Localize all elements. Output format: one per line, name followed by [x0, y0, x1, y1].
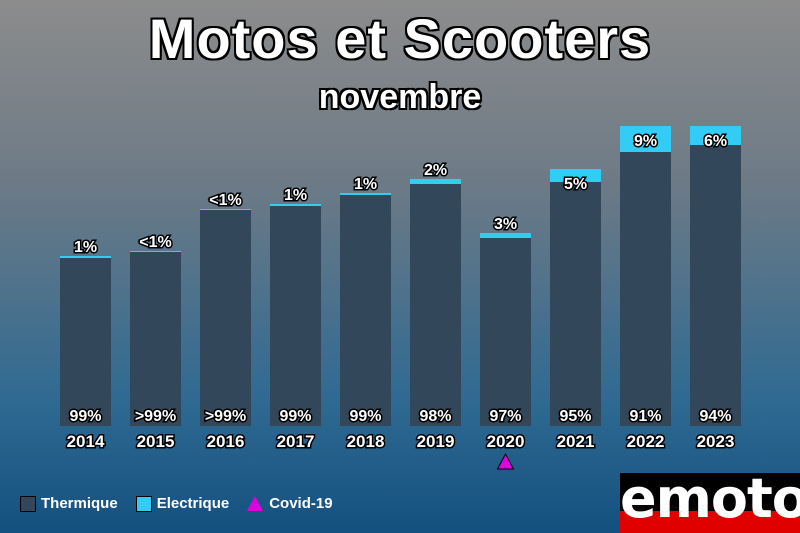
logo-red-band [620, 511, 800, 533]
labels-group: 1% 99% 2014 <1% >99% 2015 <1% >99% 2016 1% 99% 2017… [65, 132, 736, 470]
bar-thermique-2022 [620, 152, 671, 426]
x-tick-label-2020: 2020 [487, 432, 525, 451]
data-label-thermique-2016: >99% [205, 408, 246, 425]
chart-title: Motos et Scooters [148, 7, 652, 70]
bar-electrique-2016 [200, 209, 251, 210]
data-label-thermique-2014: 99% [69, 408, 101, 425]
x-tick-label-2023: 2023 [697, 432, 735, 451]
legend-label-electrique: Electrique [156, 495, 230, 512]
bar-thermique-2018 [340, 195, 391, 426]
data-label-electrique-2020: 3% [494, 216, 517, 233]
x-tick-label-2021: 2021 [557, 432, 595, 451]
emoto-logo: emoto [620, 473, 800, 533]
bar-electrique-2017 [270, 204, 321, 206]
bar-electrique-2014 [60, 256, 111, 258]
bar-thermique-2017 [270, 206, 321, 426]
bar-electrique-2021 [550, 169, 601, 182]
logo-text: emoto [620, 473, 800, 530]
data-label-electrique-2023: 6% [704, 133, 727, 150]
data-label-electrique-2022: 9% [634, 133, 657, 150]
legend-swatch-electrique [135, 495, 152, 512]
legend-label-covid: Covid-19 [269, 495, 333, 512]
bar-thermique-2020 [480, 238, 531, 426]
data-label-thermique-2018: 99% [349, 408, 381, 425]
x-tick-label-2022: 2022 [627, 432, 665, 451]
data-label-electrique-2019: 2% [424, 162, 447, 179]
data-label-thermique-2023: 94% [699, 408, 731, 425]
legend-swatch-thermique [20, 495, 36, 512]
data-label-electrique-2021: 5% [564, 176, 587, 193]
bar-thermique-2014 [60, 258, 111, 426]
bars-group [60, 126, 741, 426]
data-label-thermique-2021: 95% [559, 408, 591, 425]
x-tick-label-2014: 2014 [67, 432, 105, 451]
x-tick-label-2019: 2019 [417, 432, 455, 451]
legend-label-thermique: Thermique [41, 495, 118, 512]
data-label-thermique-2015: >99% [135, 408, 176, 425]
data-label-thermique-2022: 91% [629, 408, 661, 425]
bar-electrique-2015 [130, 251, 181, 252]
x-tick-label-2017: 2017 [277, 432, 315, 451]
data-label-thermique-2020: 97% [489, 408, 521, 425]
x-tick-label-2016: 2016 [207, 432, 245, 451]
data-label-electrique-2016: <1% [209, 192, 241, 209]
bar-electrique-2022 [620, 126, 671, 152]
data-label-thermique-2017: 99% [279, 408, 311, 425]
bar-electrique-2020 [480, 233, 531, 238]
bar-thermique-2016 [200, 210, 251, 426]
legend-item-covid: Covid-19 [247, 495, 333, 512]
legend-item-electrique: Electrique [135, 495, 230, 512]
bar-thermique-2015 [130, 252, 181, 426]
x-tick-label-2018: 2018 [347, 432, 385, 451]
data-label-electrique-2018: 1% [354, 176, 377, 193]
x-tick-label-2015: 2015 [137, 432, 175, 451]
bar-thermique-2019 [410, 184, 461, 426]
chart-subtitle: novembre [318, 78, 482, 116]
data-label-thermique-2019: 98% [419, 408, 451, 425]
bar-electrique-2023 [690, 126, 741, 145]
data-label-electrique-2014: 1% [74, 239, 97, 256]
covid-triangle-icon [247, 496, 264, 511]
bar-thermique-2023 [690, 145, 741, 426]
covid-marker-2020 [496, 452, 515, 470]
data-label-electrique-2017: 1% [284, 187, 307, 204]
legend: Thermique Electrique Covid-19 [20, 495, 351, 512]
bar-electrique-2019 [410, 179, 461, 184]
data-label-electrique-2015: <1% [139, 234, 171, 251]
legend-item-thermique: Thermique [20, 495, 118, 512]
bar-thermique-2021 [550, 182, 601, 426]
bar-electrique-2018 [340, 193, 391, 195]
